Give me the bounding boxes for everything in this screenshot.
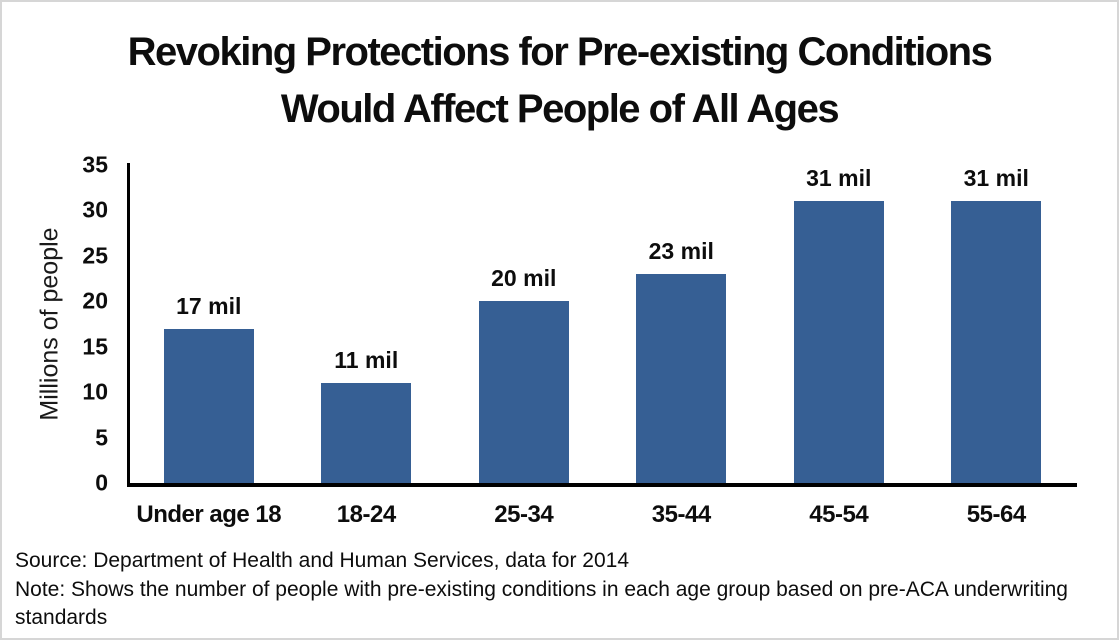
x-category-label: 35-44 xyxy=(651,501,711,528)
y-tick-label: 25 xyxy=(82,242,108,269)
methodology-note-line1: Note: Shows the number of people with pr… xyxy=(15,577,1068,601)
y-axis-line xyxy=(127,163,130,485)
source-note: Source: Department of Health and Human S… xyxy=(15,549,630,572)
y-tick-label: 35 xyxy=(82,151,108,178)
bar-value-label: 11 mil xyxy=(334,347,399,373)
bar-value-label: 31 mil xyxy=(963,165,1029,191)
methodology-note-line2: standards xyxy=(15,606,108,629)
bar-slot: 31 mil xyxy=(760,165,918,483)
y-tick-label: 20 xyxy=(82,287,108,314)
bar xyxy=(951,201,1042,483)
x-category-label: 25-34 xyxy=(494,501,554,528)
y-tick-label: 5 xyxy=(95,424,108,451)
x-category-label: 18-24 xyxy=(336,501,396,528)
bar xyxy=(793,201,884,483)
x-category-label: 55-64 xyxy=(966,501,1026,528)
y-axis-tick-labels: 0 5 10 15 20 25 30 35 xyxy=(62,153,114,494)
plot-area: 17 mil 11 mil 20 mil 23 mil 31 mil 31 mil xyxy=(130,165,1075,483)
x-axis-line xyxy=(127,483,1077,487)
chart-title-line2: Would Affect People of All Ages xyxy=(280,87,840,131)
x-category-label: 45-54 xyxy=(809,501,869,528)
y-tick-label: 0 xyxy=(95,469,108,496)
x-category-label: Under age 18 xyxy=(136,501,282,528)
bar-value-label: 23 mil xyxy=(648,238,714,264)
bar-value-label: 20 mil xyxy=(491,265,557,291)
chart-title: Revoking Protections for Pre-existing Co… xyxy=(2,24,1117,138)
bar-slot: 11 mil xyxy=(288,165,446,483)
bar-slot: 23 mil xyxy=(603,165,761,483)
y-tick-label: 30 xyxy=(82,196,108,223)
x-axis-category-labels: Under age 18 18-24 25-34 35-44 45-54 55-64 xyxy=(130,501,1075,529)
bar-slot: 17 mil xyxy=(130,165,288,483)
bar-slot: 31 mil xyxy=(918,165,1076,483)
chart-title-line1: Revoking Protections for Pre-existing Co… xyxy=(127,30,993,74)
bar xyxy=(636,274,727,483)
bar-value-label: 17 mil xyxy=(176,293,242,319)
bar xyxy=(321,383,412,483)
bar-slot: 20 mil xyxy=(445,165,603,483)
y-tick-label: 10 xyxy=(82,378,108,405)
chart-footer: Source: Department of Health and Human S… xyxy=(15,547,1093,633)
bar xyxy=(163,329,254,483)
y-tick-label: 15 xyxy=(82,333,108,360)
bar xyxy=(478,301,569,483)
y-axis-title: Millions of people xyxy=(35,227,64,421)
bar-value-label: 31 mil xyxy=(806,165,872,191)
